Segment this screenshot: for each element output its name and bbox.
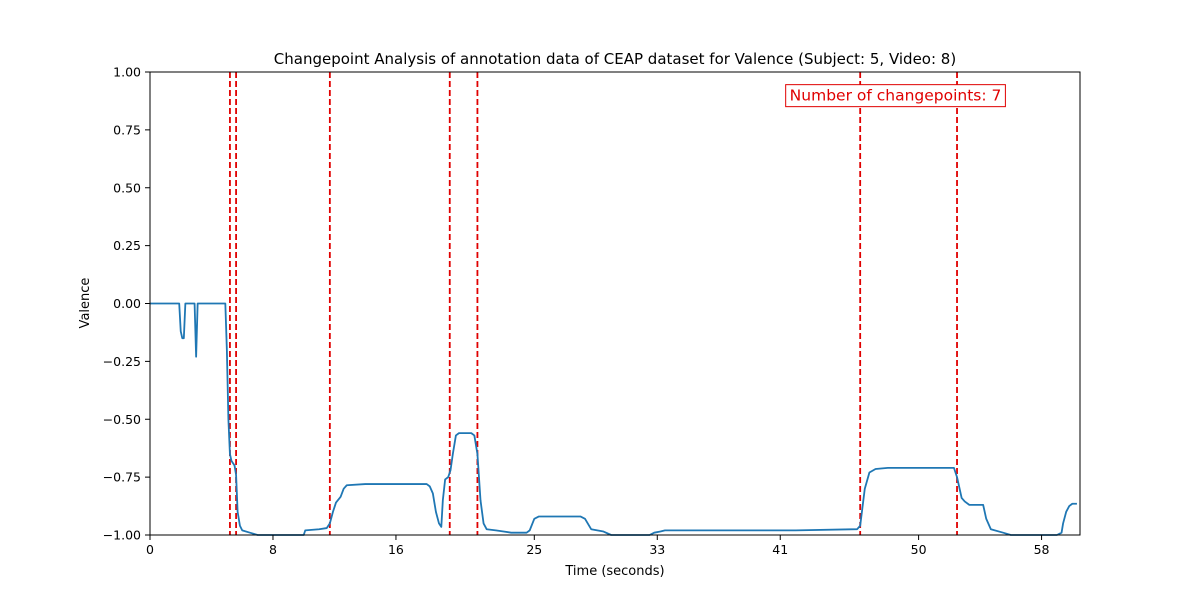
x-tick-label: 41 (772, 542, 788, 557)
annotation-layer: Number of changepoints: 7 (785, 84, 1006, 108)
x-tick-label: 25 (526, 542, 542, 557)
chart-title: Changepoint Analysis of annotation data … (274, 50, 956, 68)
changepoint-count-label: Number of changepoints: 7 (790, 87, 1002, 105)
y-tick-label: −0.25 (103, 354, 141, 369)
x-tick-label: 16 (388, 542, 404, 557)
plot-background (150, 72, 1080, 535)
series-line-1 (150, 302, 1077, 536)
y-tick-label: −0.75 (103, 470, 141, 485)
y-axis-title: Valence (78, 278, 93, 329)
y-tick-label: 0.25 (113, 238, 141, 253)
x-tick-label: 33 (649, 542, 665, 557)
x-tick-label: 50 (911, 542, 927, 557)
changepoint-lines (229, 72, 958, 535)
x-tick-label: 0 (146, 542, 154, 557)
changepoint-count-box (785, 84, 1006, 108)
y-tick-label: −0.50 (103, 412, 141, 427)
y-tick-label: 0.00 (113, 296, 141, 311)
axes: 0 8 16 25 33 41 50 58 1.00 0.75 0.50 0.25 0.00 −0.25 −… (103, 65, 1081, 557)
x-tick-label: 8 (269, 542, 277, 557)
x-axis-title: Time (seconds) (564, 564, 664, 579)
series-lines (150, 302, 1077, 536)
y-tick-label: −1.00 (103, 528, 141, 543)
y-tick-label: 1.00 (113, 65, 141, 80)
y-tick-label: 0.50 (113, 180, 141, 195)
y-tick-label: 0.75 (113, 122, 141, 137)
x-tick-label: 58 (1034, 542, 1050, 557)
plot-area (150, 72, 1080, 535)
